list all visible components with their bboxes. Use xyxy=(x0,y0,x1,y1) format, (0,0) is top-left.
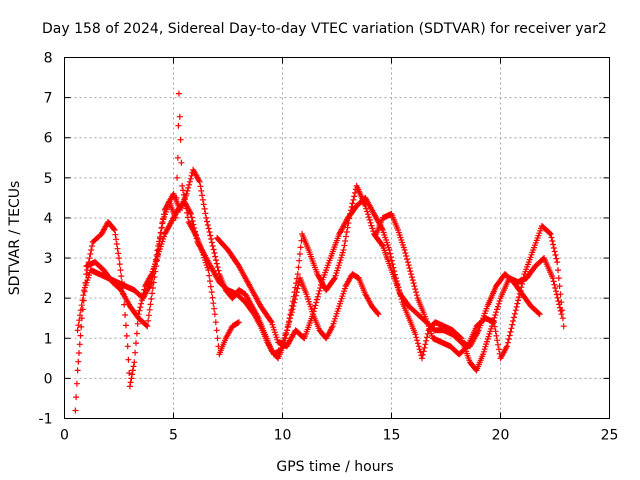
data-points xyxy=(72,90,567,414)
x-tick-label: 5 xyxy=(169,428,178,444)
y-tick-label: 6 xyxy=(44,131,53,147)
series-track-e xyxy=(373,210,567,362)
y-axis-label: SDTVAR / TECUs xyxy=(7,181,23,296)
x-tick-label: 0 xyxy=(60,428,69,444)
x-tick-label: 10 xyxy=(274,428,292,444)
y-tick-label: 1 xyxy=(44,331,53,347)
y-tick-label: 3 xyxy=(44,251,53,267)
y-tick-label: 7 xyxy=(44,91,53,107)
x-tick-label: 25 xyxy=(601,428,619,444)
plus-markers xyxy=(214,194,565,374)
y-tick-label: -1 xyxy=(39,412,53,428)
x-tick-label: 15 xyxy=(383,428,401,444)
plus-markers xyxy=(83,90,242,358)
plus-markers xyxy=(72,198,382,414)
y-tick-label: 5 xyxy=(44,171,53,187)
y-tick-label: 2 xyxy=(44,291,53,307)
y-tick-label: 8 xyxy=(44,51,53,67)
series-track-a xyxy=(72,198,382,414)
x-tick-label: 20 xyxy=(492,428,510,444)
plus-markers xyxy=(373,210,567,362)
series-track-c xyxy=(83,90,242,358)
plot-frame xyxy=(64,57,610,419)
axis-ticks: 0 5 10 15 20 25 -1 0 1 2 3 4 5 6 7 8 xyxy=(39,51,619,444)
x-axis-label: GPS time / hours xyxy=(276,459,393,475)
series-track-d xyxy=(214,194,565,374)
y-tick-label: 0 xyxy=(44,371,53,387)
chart-title: Day 158 of 2024, Sidereal Day-to-day VTE… xyxy=(42,21,607,37)
y-tick-label: 4 xyxy=(44,211,53,227)
